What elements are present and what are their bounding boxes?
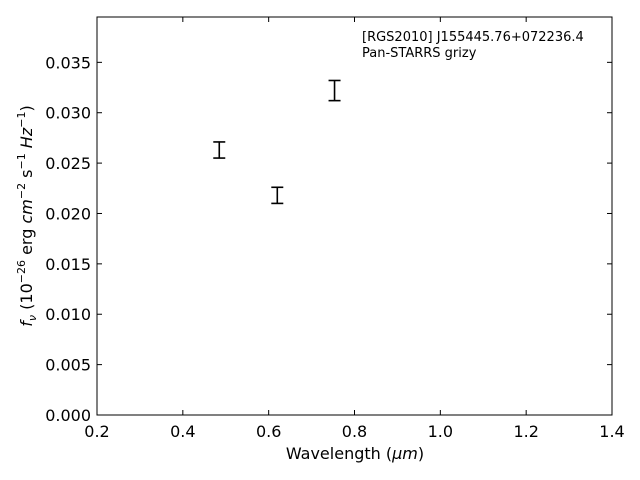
x-tick-label: 0.2 xyxy=(84,422,109,441)
y-tick-label: 0.010 xyxy=(45,305,91,324)
annotation-line-1: [RGS2010] J155445.76+072236.4 xyxy=(362,30,584,45)
x-tick-label: 1.4 xyxy=(599,422,624,441)
x-tick-label: 0.8 xyxy=(342,422,367,441)
x-tick-label: 0.4 xyxy=(170,422,195,441)
x-tick-label: 0.6 xyxy=(256,422,281,441)
axis-ticks: 0.2 0.4 0.6 0.8 1.0 1.2 1.4 0.000 0.005 0.010 0.01… xyxy=(45,17,625,441)
x-tick-label: 1.2 xyxy=(513,422,538,441)
data-point xyxy=(213,141,226,159)
y-tick-label: 0.025 xyxy=(45,154,91,173)
annotation-line-2: Pan-STARRS grizy xyxy=(362,46,477,61)
y-axis-label: fν (10−26 erg cm−2 s−1 Hz−1) xyxy=(15,105,39,326)
data-point xyxy=(328,79,341,102)
y-tick-label: 0.035 xyxy=(45,53,91,72)
data-point xyxy=(271,186,284,205)
x-tick-label: 1.0 xyxy=(428,422,453,441)
y-tick-label: 0.030 xyxy=(45,104,91,123)
y-tick-label: 0.005 xyxy=(45,356,91,375)
data-points xyxy=(213,79,341,205)
plot-frame xyxy=(96,16,613,416)
y-tick-label: 0.015 xyxy=(45,255,91,274)
y-tick-label: 0.000 xyxy=(45,406,91,425)
plot-area xyxy=(97,17,612,415)
y-tick-label: 0.020 xyxy=(45,204,91,223)
x-axis-label: Wavelength (μm) xyxy=(286,444,424,463)
